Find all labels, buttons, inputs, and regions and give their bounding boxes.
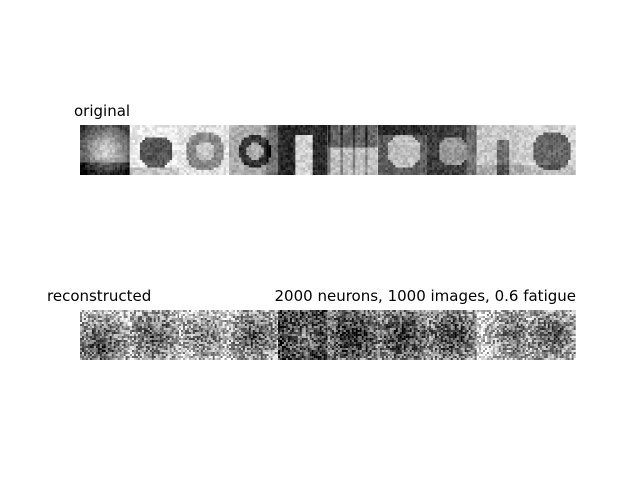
- reconstructed-tile-1: [80, 310, 130, 360]
- reconstructed-tile-10: [526, 310, 576, 360]
- reconstructed-tile-6: [328, 310, 378, 360]
- original-tile-cat-in-dish: [179, 125, 229, 175]
- reconstructed-title: reconstructed: [47, 289, 151, 304]
- original-image-strip: [80, 125, 576, 175]
- reconstructed-tile-3: [179, 310, 229, 360]
- reconstructed-tile-5: [278, 310, 328, 360]
- reconstructed-image-strip: [80, 310, 576, 360]
- original-tile-people-dark: [427, 125, 477, 175]
- original-tile-lion: [526, 125, 576, 175]
- original-tile-dog: [378, 125, 428, 175]
- original-tile-elephant: [130, 125, 180, 175]
- original-tile-bicycle: [229, 125, 279, 175]
- reconstructed-tile-7: [378, 310, 428, 360]
- experiment-caption: 2000 neurons, 1000 images, 0.6 fatigue: [275, 289, 576, 304]
- original-tile-person-dark: [278, 125, 328, 175]
- reconstructed-tile-9: [477, 310, 527, 360]
- reconstructed-tile-2: [130, 310, 180, 360]
- original-tile-animal-outdoor: [477, 125, 527, 175]
- reconstructed-tile-8: [427, 310, 477, 360]
- original-tile-sun-glare: [80, 125, 130, 175]
- original-title: original: [74, 104, 130, 119]
- original-tile-table-scene: [328, 125, 378, 175]
- reconstructed-tile-4: [229, 310, 279, 360]
